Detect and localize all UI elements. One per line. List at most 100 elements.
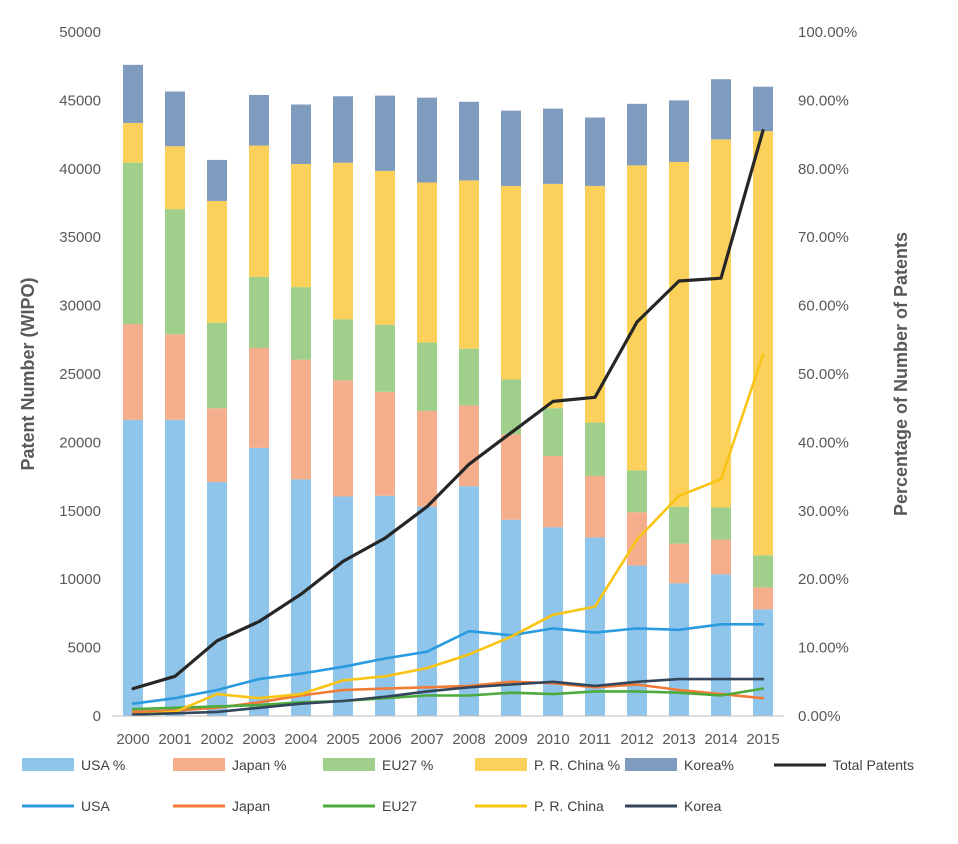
bar-eu27-2008 — [459, 348, 479, 406]
bar-usa-2010 — [543, 527, 563, 716]
bar-usa-2001 — [165, 419, 185, 716]
legend: USA % Japan % EU27 % P. R. China % Korea% Tot… — [22, 757, 914, 814]
x-tick-label: 2005 — [326, 731, 359, 748]
bar-eu27-2007 — [417, 342, 437, 411]
bar-usa-2012 — [627, 565, 647, 716]
y-tick-label: 20000 — [59, 434, 101, 451]
y2-tick-label: 40.00% — [798, 434, 849, 451]
bar-eu27-2010 — [543, 408, 563, 457]
x-tick-label: 2010 — [536, 731, 569, 748]
bar-korea-2000 — [123, 64, 143, 123]
y-tick-label: 15000 — [59, 503, 101, 520]
y-tick-label: 30000 — [59, 298, 101, 315]
bar-p-r-china-2007 — [417, 182, 437, 343]
legend-label-eu27: EU27 — [382, 798, 417, 814]
legend-label-usa: USA — [81, 798, 110, 814]
bar-p-r-china-2003 — [249, 145, 269, 277]
y-tick-label: 0 — [93, 708, 101, 725]
bar-eu27-2002 — [207, 322, 227, 409]
y-tick-label: 45000 — [59, 92, 101, 109]
bar-eu27-2001 — [165, 209, 185, 335]
bar-usa-2007 — [417, 506, 437, 716]
legend-label-p-r-china: P. R. China % — [534, 757, 620, 773]
bar-korea-2001 — [165, 91, 185, 147]
y2-tick-label: 30.00% — [798, 503, 849, 520]
legend-label-eu27: EU27 % — [382, 757, 433, 773]
x-tick-label: 2002 — [200, 731, 233, 748]
x-tick-label: 2000 — [116, 731, 149, 748]
bar-usa-2011 — [585, 537, 605, 716]
y2-tick-label: 70.00% — [798, 229, 849, 246]
bar-eu27-2003 — [249, 276, 269, 349]
legend-label-japan: Japan % — [232, 757, 286, 773]
bar-japan-2007 — [417, 410, 437, 507]
x-tick-label: 2004 — [284, 731, 317, 748]
legend-label-p-r-china: P. R. China — [534, 798, 604, 814]
y-tick-label: 40000 — [59, 161, 101, 178]
legend-swatch-japan — [173, 758, 225, 771]
line-eu27 — [131, 687, 765, 711]
legend-label-korea: Korea — [684, 798, 722, 814]
bar-usa-2014 — [711, 574, 731, 716]
x-tick-label: 2007 — [410, 731, 443, 748]
legend-label-usa: USA % — [81, 757, 125, 773]
bar-japan-2000 — [123, 324, 143, 420]
y-axis-title: Patent Number (WIPO) — [18, 277, 38, 470]
bar-korea-2005 — [333, 96, 353, 163]
bar-korea-2015 — [753, 86, 773, 132]
bar-japan-2014 — [711, 539, 731, 575]
bar-usa-2005 — [333, 496, 353, 716]
y-tick-label: 50000 — [59, 24, 101, 41]
y2-tick-label: 80.00% — [798, 161, 849, 178]
y-tick-label: 5000 — [68, 640, 101, 657]
y-tick-label: 25000 — [59, 366, 101, 383]
bar-japan-2008 — [459, 405, 479, 487]
bar-p-r-china-2013 — [669, 161, 689, 507]
bar-korea-2011 — [585, 117, 605, 186]
y2-tick-label: 20.00% — [798, 571, 849, 588]
bar-japan-2004 — [291, 359, 311, 480]
line-p-r-china — [131, 353, 765, 716]
bar-usa-2004 — [291, 479, 311, 716]
line-usa — [131, 622, 765, 706]
bar-japan-2013 — [669, 543, 689, 584]
x-tick-label: 2003 — [242, 731, 275, 748]
bar-eu27-2012 — [627, 470, 647, 513]
bar-korea-2012 — [627, 103, 647, 166]
bar-korea-2008 — [459, 101, 479, 181]
bar-p-r-china-2011 — [585, 185, 605, 423]
bar-eu27-2014 — [711, 507, 731, 540]
axes-layer: 0 5000 10000 15000 20000 25000 30000 35000 40000… — [18, 24, 911, 748]
bar-eu27-2011 — [585, 422, 605, 476]
bar-usa-2013 — [669, 583, 689, 716]
bar-korea-2006 — [375, 95, 395, 171]
line-korea — [131, 677, 765, 716]
bar-korea-2004 — [291, 104, 311, 165]
bar-p-r-china-2000 — [123, 122, 143, 163]
bar-korea-2002 — [207, 159, 227, 201]
x-tick-label: 2014 — [704, 731, 737, 748]
bar-p-r-china-2001 — [165, 146, 185, 210]
x-tick-label: 2001 — [158, 731, 191, 748]
bar-p-r-china-2005 — [333, 162, 353, 320]
bar-japan-2001 — [165, 334, 185, 420]
bar-korea-2010 — [543, 108, 563, 184]
bar-p-r-china-2008 — [459, 180, 479, 349]
bar-japan-2010 — [543, 456, 563, 528]
y2-axis-title: Percentage of Number of Patents — [891, 232, 911, 516]
y2-tick-label: 10.00% — [798, 640, 849, 657]
y-tick-label: 35000 — [59, 229, 101, 246]
y2-tick-label: 60.00% — [798, 298, 849, 315]
bar-japan-2005 — [333, 380, 353, 497]
bar-eu27-2000 — [123, 162, 143, 325]
bar-eu27-2013 — [669, 506, 689, 544]
legend-swatch-eu27 — [323, 758, 375, 771]
bar-p-r-china-2002 — [207, 200, 227, 323]
bar-japan-2009 — [501, 434, 521, 520]
legend-label-japan: Japan — [232, 798, 270, 814]
bar-p-r-china-2015 — [753, 131, 773, 556]
bar-japan-2011 — [585, 475, 605, 538]
bar-usa-2006 — [375, 495, 395, 716]
bar-korea-2003 — [249, 94, 269, 146]
